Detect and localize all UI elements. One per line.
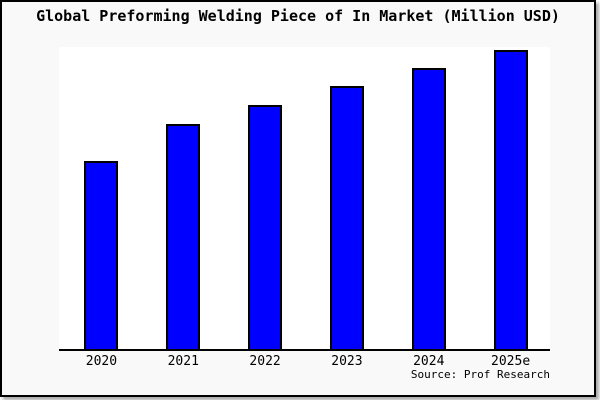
bar-2021: [166, 124, 201, 349]
bar-2023: [329, 86, 364, 349]
bar-2025e: [493, 50, 528, 349]
chart-title: Global Preforming Welding Piece of In Ma…: [36, 7, 560, 25]
source-credit-label: Source: Prof Research: [410, 368, 550, 381]
bar-2024: [411, 68, 446, 349]
x-tick-label-2021: 2021: [167, 354, 199, 369]
bar-2020: [84, 161, 119, 349]
x-tick-label-2024: 2024: [413, 354, 445, 369]
x-tick-label-2025e: 2025e: [491, 354, 531, 369]
bar-2022: [248, 105, 283, 349]
x-tick-label-2023: 2023: [331, 354, 363, 369]
plot-area: [59, 47, 550, 351]
x-tick-label-2022: 2022: [249, 354, 281, 369]
x-tick-label-2020: 2020: [85, 354, 118, 369]
